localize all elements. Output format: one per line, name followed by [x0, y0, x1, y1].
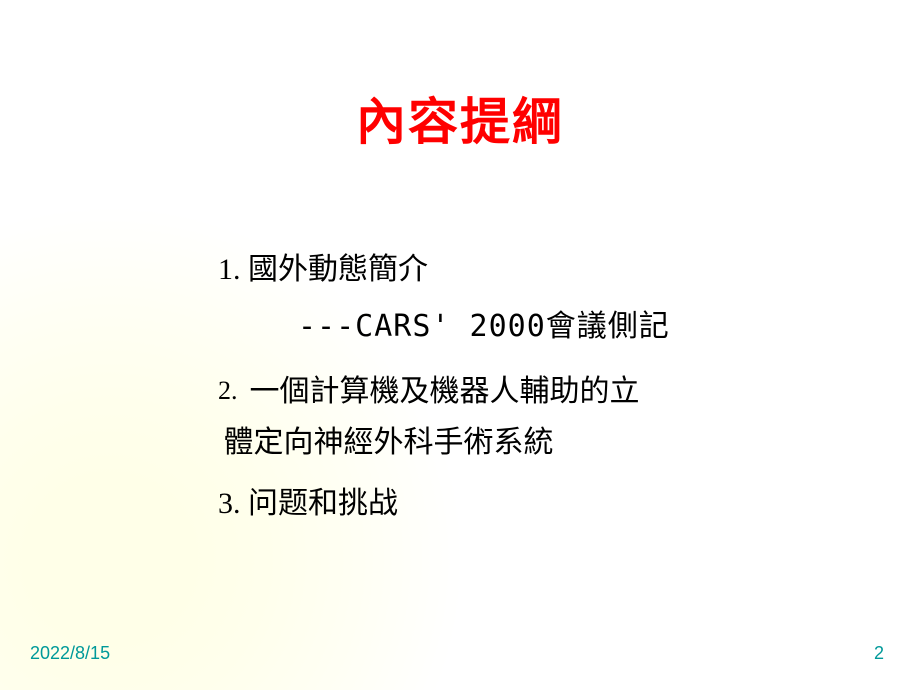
footer-date: 2022/8/15: [30, 643, 110, 664]
slide: 內容提綱 1. 國外動態簡介 ---CARS' 2000會議側記 2. 一個計算…: [0, 0, 920, 690]
outline-item-2-text: 一個計算機及機器人輔助的立 體定向神經外科手術系統: [250, 366, 640, 468]
footer-page-number: 2: [874, 643, 884, 664]
slide-body: 1. 國外動態簡介 ---CARS' 2000會議側記 2. 一個計算機及機器人…: [218, 244, 840, 529]
outline-item-2-number: 2.: [218, 366, 238, 417]
outline-item-2-line2: 體定向神經外科手術系統: [224, 417, 640, 468]
outline-item-3: 3. 问题和挑战: [218, 478, 840, 529]
outline-item-1-sub: ---CARS' 2000會議側記: [298, 301, 840, 352]
outline-item-1: 1. 國外動態簡介: [218, 244, 840, 295]
slide-title: 內容提綱: [0, 82, 920, 154]
outline-item-2-line1: 一個計算機及機器人輔助的立: [250, 375, 640, 408]
outline-item-2: 2. 一個計算機及機器人輔助的立 體定向神經外科手術系統: [218, 366, 840, 468]
